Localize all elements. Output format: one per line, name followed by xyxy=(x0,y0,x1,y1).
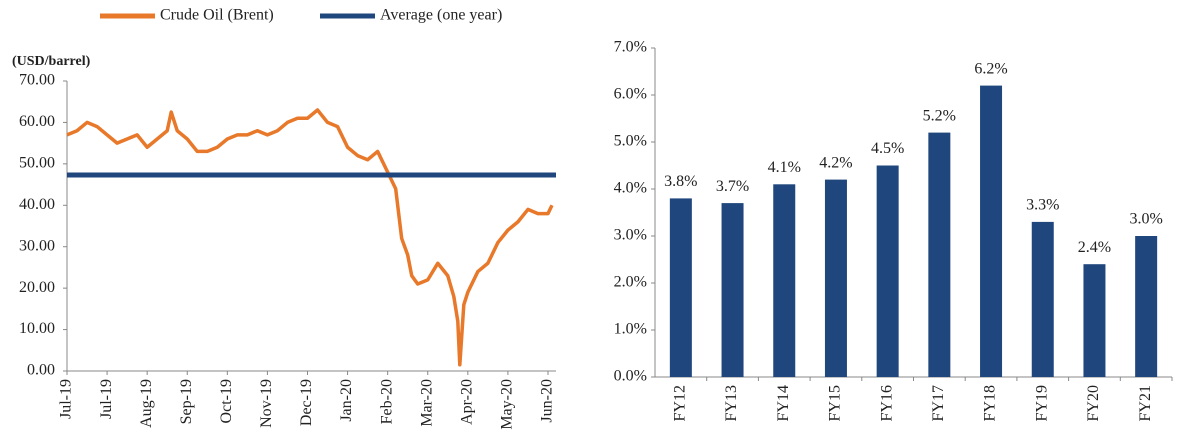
y-tick-label: 60.00 xyxy=(19,113,55,130)
y-tick-label: 1.0% xyxy=(614,321,647,338)
bar xyxy=(980,85,1003,377)
x-tick-label: FY21 xyxy=(1137,385,1154,421)
bar xyxy=(1135,236,1158,377)
x-tick-label: Dec-19 xyxy=(298,379,315,426)
x-tick-label: FY19 xyxy=(1033,385,1050,421)
x-tick-label: FY18 xyxy=(982,385,999,421)
value-label: 4.2% xyxy=(819,154,852,171)
y-tick-label: 0.00 xyxy=(27,362,55,379)
x-tick-label: FY20 xyxy=(1085,385,1102,421)
bar xyxy=(1083,264,1106,377)
x-tick-label: Feb-20 xyxy=(378,379,395,424)
x-tick-label: FY15 xyxy=(827,385,844,421)
x-tick-label: Mar-20 xyxy=(418,379,435,427)
x-tick-label: Jun-20 xyxy=(539,379,556,423)
x-tick-label: May-20 xyxy=(499,379,516,430)
price-line xyxy=(66,108,554,367)
x-tick-label: Sep-19 xyxy=(178,379,195,424)
x-tick-label: FY13 xyxy=(723,385,740,421)
bar xyxy=(669,198,692,377)
x-tick-label: FY12 xyxy=(672,385,689,421)
legend-label: Crude Oil (Brent) xyxy=(160,7,274,24)
legend-label: Average (one year) xyxy=(380,7,502,24)
bar xyxy=(1031,221,1054,377)
x-tick-label: Apr-20 xyxy=(458,379,475,425)
bar xyxy=(721,203,744,377)
y-tick-label: 40.00 xyxy=(19,196,55,213)
value-label: 6.2% xyxy=(974,60,1007,77)
y-tick-label: 6.0% xyxy=(614,86,647,103)
value-label: 4.1% xyxy=(768,159,801,176)
value-label: 2.4% xyxy=(1078,239,1111,256)
x-tick-label: Aug-19 xyxy=(138,379,155,428)
y-tick-label: 3.0% xyxy=(614,227,647,244)
y-tick-label: 0.0% xyxy=(614,368,647,385)
value-label: 3.7% xyxy=(716,178,749,195)
y-tick-label: 4.0% xyxy=(614,180,647,197)
bar xyxy=(824,179,847,377)
x-tick-label: Jan-20 xyxy=(338,379,355,422)
bar xyxy=(876,165,899,377)
y-tick-label: 10.00 xyxy=(19,320,55,337)
x-tick-label: Oct-19 xyxy=(218,379,235,423)
y-tick-label: 30.00 xyxy=(19,237,55,254)
x-tick-label: FY17 xyxy=(930,385,947,421)
x-tick-label: Jul-19 xyxy=(98,379,115,419)
y-tick-label: 70.00 xyxy=(19,72,55,89)
y-tick-label: 7.0% xyxy=(614,39,647,56)
x-tick-label: FY14 xyxy=(775,385,792,421)
y-tick-label: 5.0% xyxy=(614,133,647,150)
y-tick-label: 2.0% xyxy=(614,274,647,291)
x-tick-label: Jul-19 xyxy=(58,379,75,419)
value-label: 4.5% xyxy=(871,140,904,157)
value-label: 3.8% xyxy=(664,173,697,190)
bar xyxy=(773,184,796,377)
y-axis-label: (USD/barrel) xyxy=(12,54,91,69)
value-label: 3.3% xyxy=(1026,197,1059,214)
value-label: 3.0% xyxy=(1129,211,1162,228)
y-tick-label: 20.00 xyxy=(19,279,55,296)
bar xyxy=(928,132,951,377)
y-tick-label: 50.00 xyxy=(19,155,55,172)
value-label: 5.2% xyxy=(923,107,956,124)
x-tick-label: Nov-19 xyxy=(258,379,275,428)
x-tick-label: FY16 xyxy=(878,385,895,421)
